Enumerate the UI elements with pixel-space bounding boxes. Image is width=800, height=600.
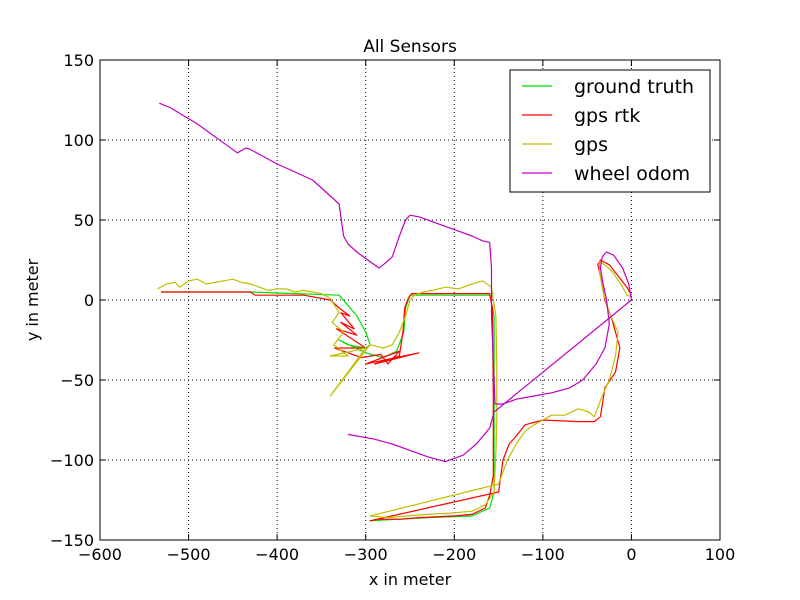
- x-axis-label: x in meter: [369, 570, 452, 589]
- legend-box: [509, 69, 711, 193]
- legend-label: wheel odom: [574, 163, 690, 185]
- y-tick-label: −150: [50, 531, 94, 550]
- y-tick-label: 50: [74, 211, 94, 230]
- legend: ground truth gps rtk gps wheel odom: [509, 69, 711, 193]
- x-tick-label: −200: [432, 545, 476, 564]
- y-tick-label: 100: [63, 131, 94, 150]
- x-tick-label: 100: [705, 545, 736, 564]
- ticks: −600 −500 −400 −300 −200 −100 0 100−150−100−500…: [50, 51, 735, 564]
- series-line-ground-truth: [161, 291, 495, 522]
- y-axis-label: y in meter: [23, 258, 42, 341]
- x-tick-label: −300: [344, 545, 388, 564]
- x-tick-label: −500: [167, 545, 211, 564]
- x-tick-label: −100: [521, 545, 565, 564]
- series-line-gps: [157, 261, 632, 519]
- y-tick-label: −100: [50, 451, 94, 470]
- legend-label: ground truth: [574, 76, 694, 98]
- legend-label: gps rtk: [574, 105, 640, 127]
- legend-label: gps: [574, 134, 608, 156]
- x-tick-label: −600: [78, 545, 122, 564]
- x-tick-label: −400: [255, 545, 299, 564]
- y-tick-label: −50: [60, 371, 94, 390]
- x-tick-label: 0: [626, 545, 636, 564]
- series-layer: [157, 102, 632, 522]
- y-tick-label: 0: [84, 291, 94, 310]
- chart-title: All Sensors: [363, 37, 457, 57]
- series-line-wheel-odom: [159, 102, 632, 463]
- y-tick-label: 150: [63, 51, 94, 70]
